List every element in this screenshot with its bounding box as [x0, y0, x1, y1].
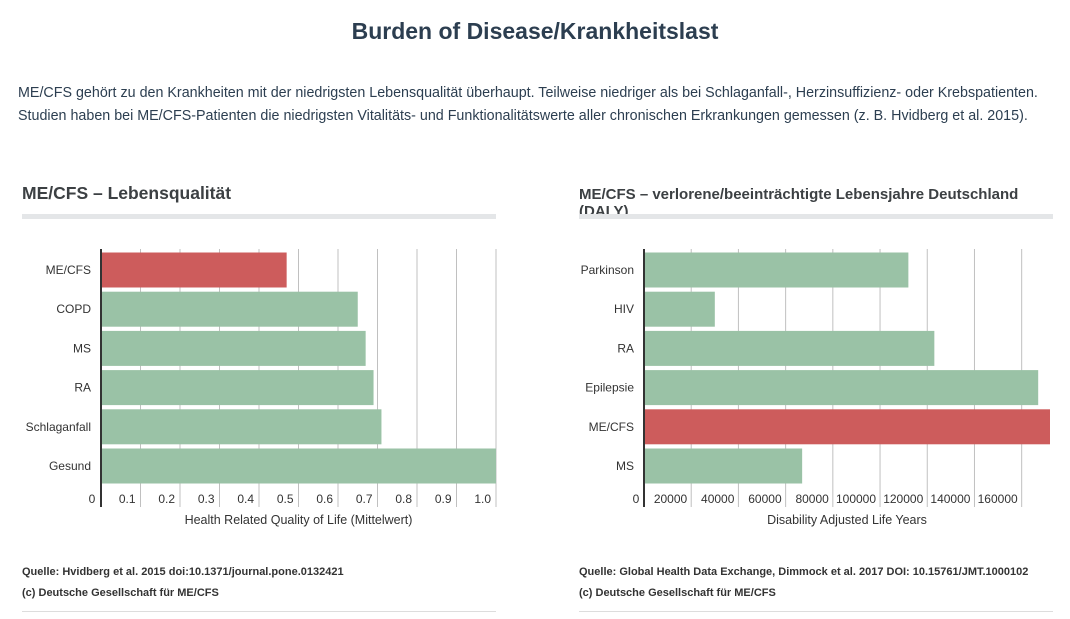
left-tick-label: 0.9	[435, 492, 452, 506]
left-category-label: Schlaganfall	[26, 420, 91, 434]
right-bar-hiv	[644, 291, 715, 327]
left-tick-label: 0.2	[158, 492, 175, 506]
right-source: Quelle: Global Health Data Exchange, Dim…	[579, 562, 1028, 604]
left-bar-ra	[101, 370, 374, 406]
left-category-label: MS	[73, 341, 91, 355]
left-chart-title: ME/CFS – Lebensqualität	[22, 183, 232, 203]
right-x-axis-label: Disability Adjusted Life Years	[767, 513, 927, 527]
left-source: Quelle: Hvidberg et al. 2015 doi:10.1371…	[22, 562, 344, 604]
right-tick-label: 80000	[795, 492, 829, 506]
right-bar-ms	[644, 448, 803, 484]
left-bar-copd	[101, 291, 358, 327]
right-category-label: ME/CFS	[589, 420, 634, 434]
left-tick-label: 0.5	[277, 492, 294, 506]
right-footer-divider	[579, 611, 1053, 612]
left-bar-schlaganfall	[101, 409, 382, 445]
left-category-label: RA	[74, 381, 91, 395]
intro-line-2: Studien haben bei ME/CFS-Patienten die n…	[18, 108, 1028, 124]
left-footer-divider	[22, 611, 496, 612]
left-category-label: COPD	[56, 302, 91, 316]
left-tick-label: 0.4	[237, 492, 254, 506]
right-category-label: RA	[617, 341, 634, 355]
right-tick-label: 60000	[748, 492, 782, 506]
right-tick-label: 160000	[978, 492, 1018, 506]
right-tick-label: 140000	[930, 492, 970, 506]
right-category-label: MS	[616, 459, 634, 473]
left-tick-label: 0.3	[198, 492, 215, 506]
right-bar-parkinson	[644, 252, 909, 288]
left-source-copyright: (c) Deutsche Gesellschaft für ME/CFS	[22, 587, 219, 599]
left-tick-label: 0.7	[356, 492, 373, 506]
left-category-label: Gesund	[49, 459, 91, 473]
left-tick-label: 0.1	[119, 492, 136, 506]
right-tick-label: 0	[633, 492, 640, 506]
right-bar-ra	[644, 330, 935, 366]
left-bar-me-cfs	[101, 252, 287, 288]
left-x-axis-label: Health Related Quality of Life (Mittelwe…	[185, 513, 413, 527]
right-source-citation: Quelle: Global Health Data Exchange, Dim…	[579, 566, 1029, 578]
right-tick-label: 100000	[836, 492, 876, 506]
left-bar-gesund	[101, 448, 496, 484]
right-tick-label: 120000	[883, 492, 923, 506]
right-bar-epilepsie	[644, 370, 1039, 406]
page-title: Burden of Disease/Krankheitslast	[351, 18, 719, 44]
left-tick-label: 0	[89, 492, 96, 506]
left-category-label: ME/CFS	[46, 263, 91, 277]
left-tick-label: 1.0	[474, 492, 491, 506]
left-tick-label: 0.8	[395, 492, 412, 506]
right-source-copyright: (c) Deutsche Gesellschaft für ME/CFS	[579, 587, 776, 599]
left-heading-divider	[22, 214, 496, 219]
right-bar-me-cfs	[644, 409, 1050, 445]
intro-text: ME/CFS gehört zu den Krankheiten mit der…	[18, 82, 1058, 128]
right-tick-label: 20000	[654, 492, 688, 506]
left-source-citation: Quelle: Hvidberg et al. 2015 doi:10.1371…	[22, 566, 344, 578]
left-tick-label: 0.6	[316, 492, 333, 506]
right-category-label: HIV	[614, 302, 634, 316]
right-category-label: Epilepsie	[585, 381, 634, 395]
left-bar-ms	[101, 330, 366, 366]
intro-line-1: ME/CFS gehört zu den Krankheiten mit der…	[18, 85, 1038, 101]
right-category-label: Parkinson	[581, 263, 634, 277]
right-heading-divider	[579, 214, 1053, 219]
right-tick-label: 40000	[701, 492, 735, 506]
